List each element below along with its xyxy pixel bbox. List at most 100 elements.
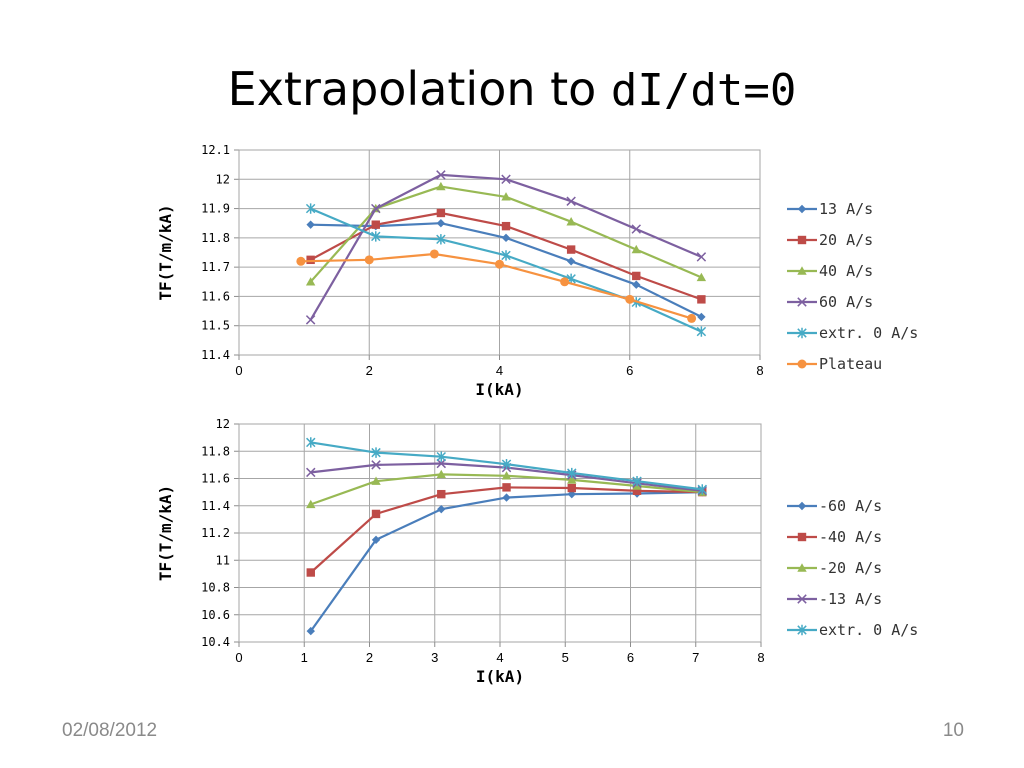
top-chart-data-point xyxy=(436,234,446,245)
top-chart-data-point xyxy=(436,170,446,180)
top-chart-x-tick-label: 4 xyxy=(496,363,503,378)
top-chart-data-point xyxy=(566,217,576,226)
bottom-chart-x-tick-label: 8 xyxy=(757,650,764,665)
top-chart-data-point xyxy=(632,271,641,281)
top-chart-legend-entry: extr. 0 A/s xyxy=(787,324,918,342)
bottom-chart-data-point xyxy=(436,469,446,479)
top-chart-data-point xyxy=(696,252,707,262)
bottom-chart-data-point xyxy=(502,493,511,502)
bottom-chart-data-point xyxy=(371,476,381,485)
bottom-chart-y-tick-label: 11.8 xyxy=(201,444,230,458)
bottom-chart-legend-label: extr. 0 A/s xyxy=(819,621,918,639)
top-chart-data-point xyxy=(625,294,635,304)
top-chart-data-point xyxy=(296,256,306,266)
top-chart-data-point xyxy=(631,244,641,254)
bottom-chart-legend-label: -40 A/s xyxy=(819,528,882,546)
top-chart-y-tick-label: 11.9 xyxy=(201,202,230,216)
bottom-chart-legend-marker xyxy=(797,624,807,636)
bottom-chart-data-point xyxy=(306,499,316,509)
bottom-chart-data-point xyxy=(502,483,511,492)
top-chart-legend-entry: Plateau xyxy=(787,355,882,373)
top-chart-data-point xyxy=(632,280,641,289)
top-chart-data-point xyxy=(501,174,511,185)
top-chart-y-tick-label: 11.8 xyxy=(201,231,230,245)
top-chart-legend-entry: 40 A/s xyxy=(787,262,873,280)
top-chart-data-point xyxy=(501,192,511,201)
chart-top: 11.4 11.5 11.6 11.7 11.8 11.9 12 12.1 0 2 4 6 8 I(kA)… xyxy=(156,143,918,399)
bottom-chart-data-point xyxy=(437,504,446,514)
top-chart-data-point xyxy=(696,272,707,282)
bottom-chart-legend-label: -13 A/s xyxy=(819,590,882,608)
top-chart-legend-label: 20 A/s xyxy=(819,231,873,249)
bottom-chart-legend-entry: extr. 0 A/s xyxy=(787,621,918,639)
top-chart-y-axis-title: TF(T/m/kA) xyxy=(156,204,175,300)
bottom-chart-x-tick-label: 7 xyxy=(692,650,699,665)
slide-title: Extrapolation to dI/dt=0 xyxy=(0,62,1024,116)
top-chart-data-point xyxy=(371,220,380,229)
bottom-chart-y-tick-label: 10.4 xyxy=(201,635,230,649)
bottom-chart-data-point xyxy=(501,458,512,470)
top-chart-y-tick-label: 11.5 xyxy=(201,319,230,333)
bottom-chart-legend-label: -20 A/s xyxy=(819,559,882,577)
bottom-chart-data-point xyxy=(567,467,577,479)
top-chart-data-point xyxy=(560,277,570,287)
top-chart-y-tick-label: 12.1 xyxy=(201,143,230,157)
bottom-chart-data-point xyxy=(306,437,316,448)
bottom-chart-legend-label: -60 A/s xyxy=(819,497,882,515)
top-chart-y-tick-label: 12 xyxy=(216,172,230,186)
top-chart-data-point xyxy=(371,203,381,214)
top-chart-data-point xyxy=(306,220,315,229)
bottom-chart-data-point xyxy=(501,471,512,480)
bottom-chart-data-point xyxy=(437,489,446,499)
bottom-chart-x-tick-label: 1 xyxy=(301,650,308,665)
top-chart-data-point xyxy=(364,255,374,265)
top-chart-data-point xyxy=(305,203,316,214)
bottom-chart-data-point xyxy=(436,458,447,469)
bottom-chart-y-axis-title: TF(T/m/kA) xyxy=(156,485,175,581)
bottom-chart-legend-marker xyxy=(797,594,807,604)
bottom-chart-data-point xyxy=(567,483,576,493)
top-chart-data-point xyxy=(696,326,707,337)
top-chart-legend-label: 13 A/s xyxy=(819,200,873,218)
bottom-chart-data-point xyxy=(567,475,577,484)
bottom-chart-y-tick-label: 10.6 xyxy=(201,608,230,622)
top-chart-data-point xyxy=(436,219,446,228)
bottom-chart-x-tick-label: 3 xyxy=(431,650,438,665)
bottom-chart-data-point xyxy=(371,535,381,545)
top-chart-legend-label: Plateau xyxy=(819,355,882,373)
bottom-chart-legend-marker xyxy=(797,532,807,542)
bottom-chart-legend-entry: -60 A/s xyxy=(787,497,882,515)
top-chart-x-tick-label: 0 xyxy=(235,363,242,378)
bottom-chart-series-5 xyxy=(306,437,708,495)
top-chart-data-point xyxy=(501,221,511,231)
bottom-chart-data-point xyxy=(306,467,316,478)
top-chart-x-tick-label: 6 xyxy=(626,363,633,378)
bottom-chart-x-tick-label: 6 xyxy=(627,650,634,665)
top-chart-y-tick-label: 11.4 xyxy=(201,348,230,362)
top-chart-data-point xyxy=(566,245,576,254)
top-chart-data-point xyxy=(436,181,446,191)
bottom-chart-data-point xyxy=(436,451,447,462)
top-chart-series-4 xyxy=(305,170,707,325)
bottom-chart-y-tick-label: 11.6 xyxy=(201,472,230,486)
footer-page-number: 10 xyxy=(942,720,964,741)
top-chart-y-tick-label: 11.6 xyxy=(201,289,230,303)
bottom-chart-data-point xyxy=(632,486,642,495)
top-chart-legend-entry: 60 A/s xyxy=(787,293,873,311)
bottom-chart-data-point xyxy=(697,484,708,495)
bottom-chart-y-tick-label: 11.4 xyxy=(201,499,230,513)
top-chart-legend-marker xyxy=(797,235,807,245)
top-chart-legend-entry: 20 A/s xyxy=(787,231,873,249)
bottom-chart-y-tick-label: 12 xyxy=(216,417,230,431)
bottom-chart-x-tick-label: 5 xyxy=(562,650,569,665)
top-chart-legend-marker xyxy=(797,266,807,275)
bottom-chart-y-tick-label: 10.8 xyxy=(201,581,230,595)
top-chart-data-point xyxy=(495,259,504,269)
top-chart-data-point xyxy=(306,255,315,265)
bottom-chart-x-tick-label: 4 xyxy=(496,650,503,665)
bottom-chart-data-point xyxy=(371,447,381,458)
top-chart-data-point xyxy=(687,313,697,323)
top-chart-data-point xyxy=(429,249,439,259)
footer-date: 02/08/2012 xyxy=(62,720,158,741)
